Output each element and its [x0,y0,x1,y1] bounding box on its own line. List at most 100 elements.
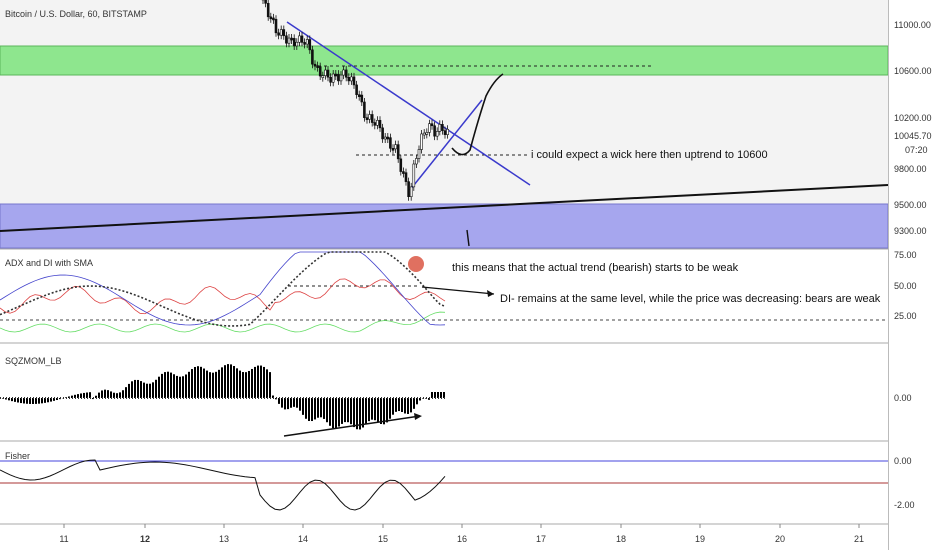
wick-mark [466,229,470,247]
candle-body [399,158,403,172]
candle-body [415,158,418,165]
candle-body [443,130,447,135]
candle-body [321,75,325,78]
sqz-bar [377,398,379,423]
sqz-bar [242,372,244,398]
sqz-bar [407,398,409,414]
candle-body [407,181,410,198]
sqz-bar [392,398,394,415]
sqz-bar [284,398,286,410]
candle-body [394,144,397,150]
sqz-bar [380,398,382,425]
sqz-bar [20,398,22,404]
sqz-bar [176,375,178,398]
sqz-bar [125,387,127,398]
candle-body [389,137,392,149]
x-label: 20 [774,534,786,544]
sqz-bar [419,398,421,401]
candle-body [308,39,312,51]
sqz-bar [371,398,373,420]
sqz-bar [50,398,52,402]
candle-body [311,49,314,65]
sqz-bar [365,398,367,425]
di-plus-line [0,311,446,333]
candle-body [433,125,436,137]
candle-body [279,29,283,36]
sqz-bar [329,398,331,426]
sqz-bar [182,376,184,398]
candles-group [261,0,449,201]
candle-body [313,63,317,67]
candle-body [295,41,299,47]
candle-body [334,73,338,77]
sqz-bar [44,398,46,403]
sqz-bar [8,398,10,401]
x-label: 21 [853,534,865,544]
sqz-bar [281,398,283,408]
sqz-bar [269,372,271,398]
sqz-bar [257,365,259,398]
sqz-bar [11,398,13,402]
candle-body [342,69,345,76]
sqz-bar [140,381,142,398]
candle-body [355,84,358,95]
sqz-bar [344,398,346,423]
sqz-bar [305,398,307,419]
candle-body [370,114,374,123]
sqz-bar [74,394,76,398]
price-axis[interactable] [888,0,932,550]
candle-body [420,133,423,150]
sqz-bar [86,392,88,398]
support-zone [0,203,889,249]
sqz-bar [236,368,238,398]
sqz-bar [35,398,37,404]
sqz-bar [164,372,166,398]
candle-body [285,35,288,44]
sqz-bar [272,395,274,398]
sqz-bar [395,398,397,412]
candle-body [303,42,306,45]
candle-body [277,32,280,36]
candle-body [360,94,364,103]
sqz-bar [263,366,265,398]
sqz-bar [302,398,304,415]
sqz-bar [41,398,43,404]
sqz-bar [110,391,112,398]
sqz-bar [197,366,199,398]
candle-body [324,69,327,76]
candle-body [287,37,291,44]
candle-body [357,94,361,97]
candle-body [329,76,332,83]
sqz-bar [356,398,358,430]
adx-line [0,251,446,326]
sqz-bar [155,379,157,398]
sqz-bar [221,367,223,398]
candle-body [373,122,377,126]
long-support-line [0,184,889,232]
candle-body [337,73,340,82]
projected-path [451,73,504,156]
candle-body [352,76,356,86]
candle-body [292,38,296,47]
sqz-bar [185,374,187,398]
sqz-bar [404,398,406,414]
price-label: 10600.00 [894,66,932,76]
sqz-bar [29,398,31,404]
candle-body [386,136,390,140]
candle-body [391,148,395,151]
sqz-bar [167,371,169,398]
sqz-bar [386,398,388,423]
sqz-bar [374,398,376,421]
sqz-bar [278,398,280,404]
price-label: 10200.00 [894,113,932,123]
candle-body [428,123,431,133]
sqz-arrow-head [414,413,422,420]
sqz-bar [119,392,121,398]
candle-body [441,124,444,131]
sqz-bar [161,373,163,398]
candle-body [412,163,416,188]
sqz-bar [218,369,220,398]
sqz-bar [239,370,241,398]
